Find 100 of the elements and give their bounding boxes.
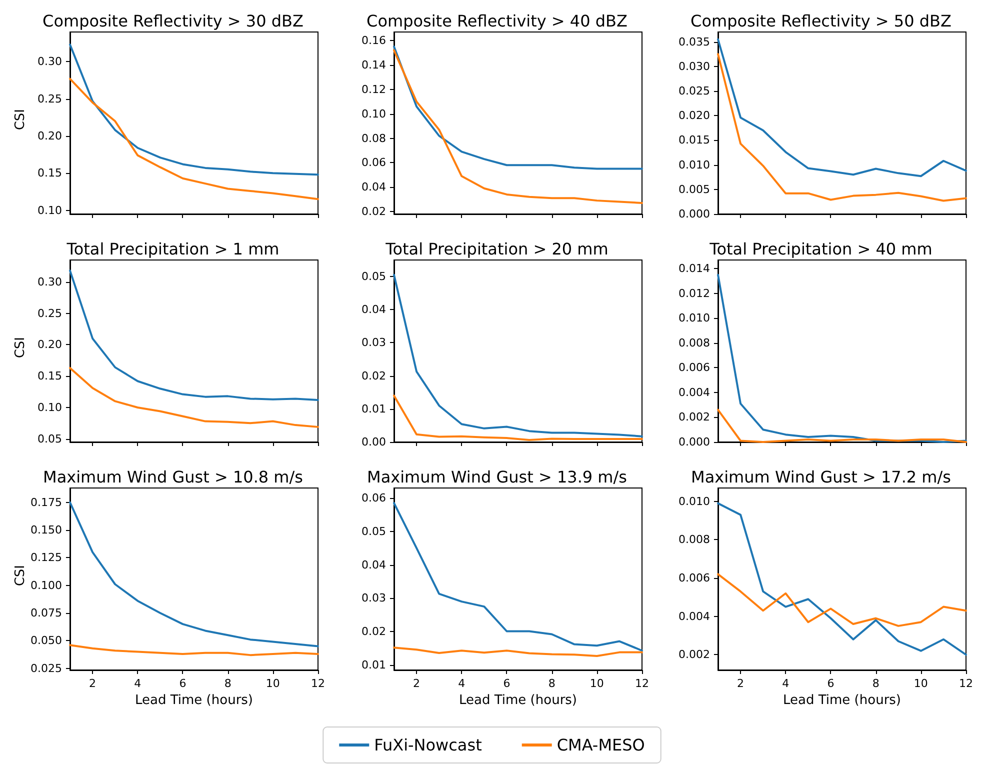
line-series xyxy=(717,573,967,627)
y-tick-label: 0.020 xyxy=(678,109,710,122)
y-tick-label: 0.25 xyxy=(38,306,62,320)
line-series xyxy=(717,53,967,202)
chart-title: Total Precipitation > 20 mm xyxy=(384,240,608,258)
y-tick-label: 0.12 xyxy=(362,82,386,96)
y-tick-label: 0.050 xyxy=(30,634,62,648)
chart-title: Total Precipitation > 1 mm xyxy=(66,240,280,258)
y-tick-label: 0.20 xyxy=(38,130,62,142)
y-tick-label: 0.03 xyxy=(362,592,386,605)
y-tick-label: 0.14 xyxy=(362,58,386,72)
chart-title: Maximum Wind Gust > 13.9 m/s xyxy=(367,468,627,486)
y-tick-label: 0.10 xyxy=(38,400,62,414)
y-tick-label: 0.01 xyxy=(362,658,386,672)
x-tick-label: 2 xyxy=(737,677,744,690)
x-axis-title: Lead Time (hours) xyxy=(782,693,902,708)
x-tick-label: 6 xyxy=(179,677,186,690)
y-tick-label: 0.014 xyxy=(678,262,710,276)
y-tick-label: 0.008 xyxy=(678,533,710,546)
y-tick-label: 0.010 xyxy=(678,312,710,325)
y-tick-label: 0.100 xyxy=(30,578,62,592)
line-series xyxy=(69,78,319,200)
line-series xyxy=(393,49,643,204)
y-tick-label: 0.075 xyxy=(30,606,62,620)
y-tick-label: 0.06 xyxy=(362,492,386,505)
x-tick-label: 6 xyxy=(503,677,510,690)
y-tick-label: 0.16 xyxy=(362,34,386,48)
y-tick-label: 0.02 xyxy=(362,369,386,382)
y-tick-label: 0.02 xyxy=(362,205,386,218)
y-tick-label: 0.025 xyxy=(30,662,62,675)
x-tick-label: 12 xyxy=(959,677,973,690)
y-axis-title: CSI xyxy=(13,336,28,358)
y-tick-label: 0.150 xyxy=(30,524,62,537)
x-tick-label: 12 xyxy=(311,677,325,690)
x-tick-label: 10 xyxy=(266,677,280,690)
x-axis-title: Lead Time (hours) xyxy=(134,693,254,708)
y-tick-label: 0.010 xyxy=(678,158,710,172)
y-tick-label: 0.006 xyxy=(678,361,710,374)
chart-title: Composite Reflectivity > 50 dBZ xyxy=(690,12,952,30)
y-tick-label: 0.03 xyxy=(362,336,386,350)
x-tick-label: 2 xyxy=(89,677,96,690)
x-tick-label: 8 xyxy=(872,677,880,690)
x-tick-label: 2 xyxy=(413,677,420,690)
y-tick-label: 0.05 xyxy=(362,524,386,538)
y-tick-label: 0.004 xyxy=(678,610,710,623)
y-tick-label: 0.125 xyxy=(30,551,62,564)
y-tick-label: 0.06 xyxy=(362,156,386,170)
x-tick-label: 4 xyxy=(134,677,142,690)
x-axis-title: Lead Time (hours) xyxy=(458,693,578,708)
y-tick-label: 0.20 xyxy=(38,338,62,352)
x-tick-label: 10 xyxy=(590,677,604,690)
chart-title: Maximum Wind Gust > 10.8 m/s xyxy=(43,468,303,486)
y-axis-title: CSI xyxy=(13,108,28,130)
y-tick-label: 0.012 xyxy=(678,286,710,300)
y-tick-label: 0.04 xyxy=(362,180,386,194)
line-series xyxy=(69,366,319,428)
y-tick-label: 0.008 xyxy=(678,336,710,350)
y-tick-label: 0.000 xyxy=(678,208,710,220)
legend-label: FuXi-Nowcast xyxy=(374,736,482,754)
chart-title: Total Precipitation > 40 mm xyxy=(708,240,932,258)
y-tick-label: 0.025 xyxy=(678,84,710,98)
y-tick-label: 0.035 xyxy=(678,35,710,48)
y-tick-label: 0.00 xyxy=(362,436,386,448)
y-tick-label: 0.01 xyxy=(362,402,386,416)
line-series xyxy=(393,646,643,657)
y-tick-label: 0.006 xyxy=(678,572,710,585)
line-series xyxy=(69,644,319,656)
chart-title: Composite Reflectivity > 30 dBZ xyxy=(42,12,304,30)
y-tick-label: 0.10 xyxy=(38,204,62,217)
y-tick-label: 0.030 xyxy=(678,60,710,73)
x-tick-label: 12 xyxy=(635,677,649,690)
line-series xyxy=(393,502,643,652)
y-tick-label: 0.010 xyxy=(678,494,710,508)
y-tick-label: 0.000 xyxy=(678,436,710,448)
y-tick-label: 0.175 xyxy=(30,496,62,509)
y-tick-label: 0.002 xyxy=(678,410,710,424)
chart-title: Composite Reflectivity > 40 dBZ xyxy=(366,12,628,30)
x-tick-label: 6 xyxy=(827,677,834,690)
line-series xyxy=(717,502,967,656)
y-tick-label: 0.08 xyxy=(362,132,386,145)
y-tick-label: 0.02 xyxy=(362,625,386,638)
y-tick-label: 0.05 xyxy=(38,432,62,446)
y-tick-label: 0.005 xyxy=(678,182,710,196)
line-series xyxy=(717,38,967,178)
x-tick-label: 10 xyxy=(914,677,928,690)
y-tick-label: 0.015 xyxy=(678,134,710,147)
y-tick-label: 0.04 xyxy=(362,303,386,316)
y-axis-title: CSI xyxy=(13,564,28,586)
line-series xyxy=(69,270,319,401)
legend-label: CMA-MESO xyxy=(556,736,645,754)
y-tick-label: 0.30 xyxy=(38,55,62,68)
chart-title: Maximum Wind Gust > 17.2 m/s xyxy=(691,468,951,486)
y-tick-label: 0.05 xyxy=(362,270,386,284)
y-tick-label: 0.30 xyxy=(38,275,62,288)
line-series xyxy=(69,44,319,176)
x-tick-label: 8 xyxy=(224,677,232,690)
y-tick-label: 0.15 xyxy=(38,166,62,180)
y-tick-label: 0.10 xyxy=(362,107,386,120)
y-tick-label: 0.25 xyxy=(38,92,62,106)
line-series xyxy=(69,501,319,648)
